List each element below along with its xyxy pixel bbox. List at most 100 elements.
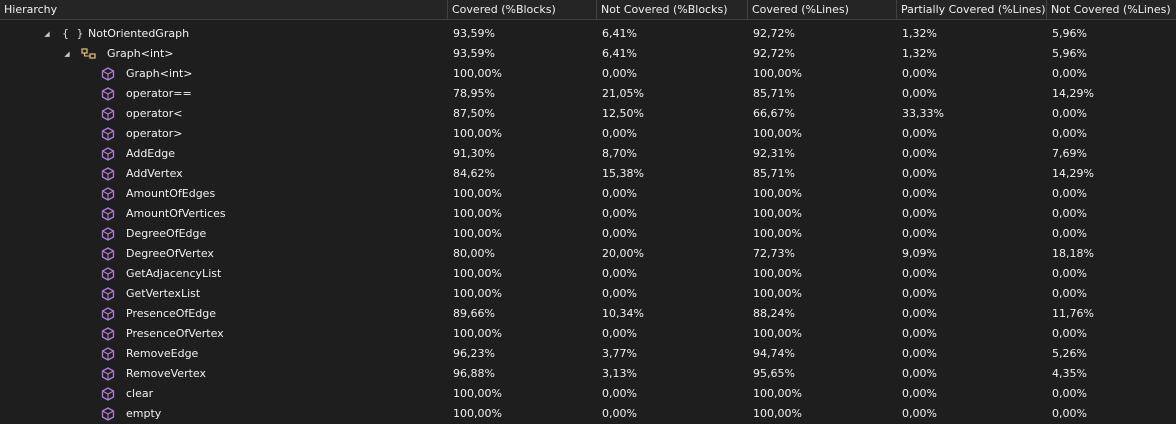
method-row[interactable]: PresenceOfEdge 89,66% 10,34% 88,24% 0,00% 11,… <box>0 304 1176 324</box>
not-covered-lines-cell: 4,35% <box>1052 367 1087 380</box>
method-row[interactable]: PresenceOfVertex 100,00% 0,00% 100,00% 0,00%… <box>0 324 1176 344</box>
method-cube-icon <box>101 307 115 321</box>
method-cube-icon <box>101 87 115 101</box>
partially-covered-lines-cell: 0,00% <box>902 287 937 300</box>
partially-covered-lines-cell: 0,00% <box>902 347 937 360</box>
covered-lines-cell: 100,00% <box>753 407 802 420</box>
column-header-hierarchy[interactable]: Hierarchy <box>0 0 448 19</box>
namespace-braces-icon: { } <box>62 27 86 40</box>
covered-blocks-cell: 100,00% <box>453 67 502 80</box>
column-header-covered-lines[interactable]: Covered (%Lines) <box>748 0 897 19</box>
covered-lines-cell: 72,73% <box>753 247 795 260</box>
method-row[interactable]: DegreeOfEdge 100,00% 0,00% 100,00% 0,00% 0,00… <box>0 224 1176 244</box>
not-covered-blocks-cell: 6,41% <box>602 47 637 60</box>
method-row[interactable]: operator> 100,00% 0,00% 100,00% 0,00% 0,00% <box>0 124 1176 144</box>
method-row[interactable]: clear 100,00% 0,00% 100,00% 0,00% 0,00% <box>0 384 1176 404</box>
method-row[interactable]: AmountOfEdges 100,00% 0,00% 100,00% 0,00% 0,0… <box>0 184 1176 204</box>
column-header-partially-covered-lines[interactable]: Partially Covered (%Lines) <box>897 0 1047 19</box>
namespace-row[interactable]: ◢ { } NotOrientedGraph 93,59% 6,41% 92,72% 1,3… <box>0 24 1176 44</box>
covered-blocks-cell: 78,95% <box>453 87 495 100</box>
method-row[interactable]: RemoveVertex 96,88% 3,13% 95,65% 0,00% 4,35% <box>0 364 1176 384</box>
covered-lines-cell: 100,00% <box>753 327 802 340</box>
not-covered-lines-cell: 0,00% <box>1052 107 1087 120</box>
not-covered-lines-cell: 0,00% <box>1052 227 1087 240</box>
method-label: operator< <box>126 107 183 120</box>
covered-lines-cell: 66,67% <box>753 107 795 120</box>
partially-covered-lines-cell: 0,00% <box>902 187 937 200</box>
hierarchy-cell: AddEdge <box>0 144 448 164</box>
covered-blocks-cell: 80,00% <box>453 247 495 260</box>
partially-covered-lines-cell: 1,32% <box>902 47 937 60</box>
not-covered-lines-cell: 0,00% <box>1052 187 1087 200</box>
hierarchy-cell: GetAdjacencyList <box>0 264 448 284</box>
not-covered-blocks-cell: 0,00% <box>602 227 637 240</box>
covered-lines-cell: 100,00% <box>753 67 802 80</box>
not-covered-lines-cell: 0,00% <box>1052 407 1087 420</box>
method-row[interactable]: Graph<int> 100,00% 0,00% 100,00% 0,00% 0,00% <box>0 64 1176 84</box>
not-covered-blocks-cell: 15,38% <box>602 167 644 180</box>
covered-blocks-cell: 100,00% <box>453 207 502 220</box>
method-row[interactable]: AmountOfVertices 100,00% 0,00% 100,00% 0,00%… <box>0 204 1176 224</box>
covered-lines-cell: 100,00% <box>753 207 802 220</box>
covered-blocks-cell: 100,00% <box>453 267 502 280</box>
method-label: operator== <box>126 87 192 100</box>
expand-collapse-icon[interactable]: ◢ <box>64 50 70 58</box>
method-row[interactable]: operator< 87,50% 12,50% 66,67% 33,33% 0,00% <box>0 104 1176 124</box>
partially-covered-lines-cell: 0,00% <box>902 407 937 420</box>
method-row[interactable]: AddVertex 84,62% 15,38% 85,71% 0,00% 14,29% <box>0 164 1176 184</box>
method-row[interactable]: RemoveEdge 96,23% 3,77% 94,74% 0,00% 5,26% <box>0 344 1176 364</box>
covered-blocks-cell: 91,30% <box>453 147 495 160</box>
not-covered-blocks-cell: 0,00% <box>602 207 637 220</box>
method-cube-icon <box>101 227 115 241</box>
not-covered-blocks-cell: 0,00% <box>602 187 637 200</box>
hierarchy-cell: empty <box>0 404 448 424</box>
not-covered-blocks-cell: 0,00% <box>602 327 637 340</box>
not-covered-blocks-cell: 10,34% <box>602 307 644 320</box>
hierarchy-cell: DegreeOfEdge <box>0 224 448 244</box>
method-label: AmountOfEdges <box>126 187 216 200</box>
partially-covered-lines-cell: 0,00% <box>902 387 937 400</box>
not-covered-blocks-cell: 0,00% <box>602 67 637 80</box>
not-covered-blocks-cell: 6,41% <box>602 27 637 40</box>
method-label: Graph<int> <box>126 67 193 80</box>
method-label: RemoveVertex <box>126 367 206 380</box>
column-header-covered-blocks[interactable]: Covered (%Blocks) <box>448 0 597 19</box>
method-label: operator> <box>126 127 183 140</box>
method-cube-icon <box>101 407 115 421</box>
method-row[interactable]: GetVertexList 100,00% 0,00% 100,00% 0,00% 0,0… <box>0 284 1176 304</box>
not-covered-lines-cell: 18,18% <box>1052 247 1094 260</box>
hierarchy-cell: GetVertexList <box>0 284 448 304</box>
not-covered-blocks-cell: 20,00% <box>602 247 644 260</box>
class-row[interactable]: ◢ Graph<int> 93,59% 6,41% 92,72% 1,32% 5,96% <box>0 44 1176 64</box>
expand-collapse-icon[interactable]: ◢ <box>44 30 50 38</box>
method-cube-icon <box>101 327 115 341</box>
method-row[interactable]: AddEdge 91,30% 8,70% 92,31% 0,00% 7,69% <box>0 144 1176 164</box>
column-header-row: Hierarchy Covered (%Blocks) Not Covered … <box>0 0 1176 20</box>
not-covered-blocks-cell: 0,00% <box>602 387 637 400</box>
column-header-not-covered-lines[interactable]: Not Covered (%Lines) <box>1051 3 1171 16</box>
method-cube-icon <box>101 347 115 361</box>
not-covered-lines-cell: 0,00% <box>1052 267 1087 280</box>
hierarchy-cell: Graph<int> <box>0 64 448 84</box>
covered-lines-cell: 85,71% <box>753 87 795 100</box>
covered-lines-cell: 100,00% <box>753 287 802 300</box>
covered-blocks-cell: 100,00% <box>453 407 502 420</box>
column-header-not-covered-blocks[interactable]: Not Covered (%Blocks) <box>597 0 748 19</box>
partially-covered-lines-cell: 0,00% <box>902 147 937 160</box>
method-row[interactable]: DegreeOfVertex 80,00% 20,00% 72,73% 9,09% 18,… <box>0 244 1176 264</box>
partially-covered-lines-cell: 1,32% <box>902 27 937 40</box>
covered-blocks-cell: 93,59% <box>453 47 495 60</box>
method-row[interactable]: GetAdjacencyList 100,00% 0,00% 100,00% 0,00%… <box>0 264 1176 284</box>
method-cube-icon <box>101 127 115 141</box>
partially-covered-lines-cell: 0,00% <box>902 67 937 80</box>
method-cube-icon <box>101 147 115 161</box>
covered-lines-cell: 100,00% <box>753 227 802 240</box>
partially-covered-lines-cell: 0,00% <box>902 307 937 320</box>
hierarchy-cell: ◢ Graph<int> <box>0 44 448 64</box>
method-row[interactable]: operator== 78,95% 21,05% 85,71% 0,00% 14,29% <box>0 84 1176 104</box>
not-covered-blocks-cell: 12,50% <box>602 107 644 120</box>
method-cube-icon <box>101 67 115 81</box>
partially-covered-lines-cell: 9,09% <box>902 247 937 260</box>
method-row[interactable]: empty 100,00% 0,00% 100,00% 0,00% 0,00% <box>0 404 1176 424</box>
not-covered-lines-cell: 5,96% <box>1052 27 1087 40</box>
